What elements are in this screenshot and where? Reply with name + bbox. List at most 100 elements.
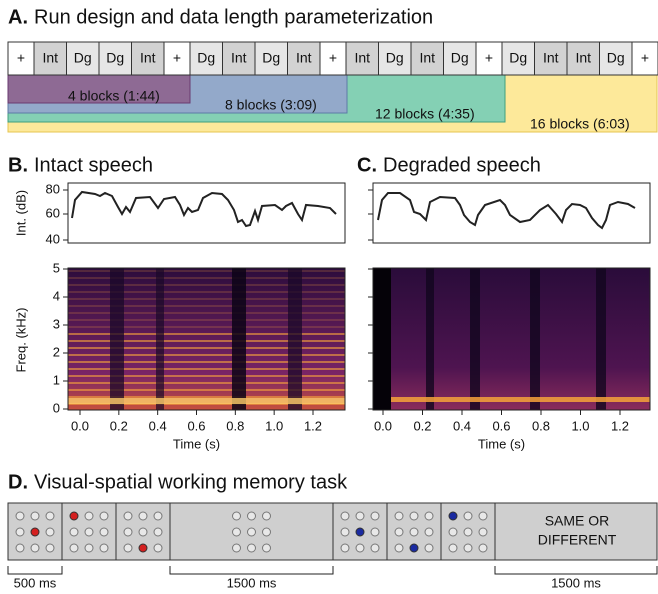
y-tick-label: 1 <box>53 372 60 387</box>
panel-label: C. <box>357 154 377 176</box>
figure: A. Run design and data length parameteri… <box>0 0 658 594</box>
grid-dot <box>479 544 487 552</box>
target-dot <box>139 544 147 552</box>
grid-dot <box>46 512 54 520</box>
grid-dot <box>46 528 54 536</box>
grid-dot <box>233 544 241 552</box>
y-tick-label: 2 <box>53 344 60 359</box>
panel-label: B. <box>8 154 28 176</box>
x-tick-label: 1.2 <box>611 418 629 433</box>
grid-dot <box>154 544 162 552</box>
block-label: + <box>641 50 649 66</box>
target-dot <box>410 544 418 552</box>
x-tick-label: 0.4 <box>453 418 471 433</box>
y-axis-label: Int. (dB) <box>13 190 28 236</box>
block-label: Dg <box>262 50 280 66</box>
x-tick-label: 0.6 <box>187 418 205 433</box>
span-label: 8 blocks (3:09) <box>225 97 317 113</box>
grid-dot <box>85 528 93 536</box>
duration-bracket <box>170 566 333 574</box>
grid-dot <box>139 528 147 536</box>
span-label: 16 blocks (6:03) <box>530 116 630 132</box>
y-axis-label: Freq. (kHz) <box>13 308 28 373</box>
grid-dot <box>371 544 379 552</box>
x-tick-label: 0.0 <box>71 418 89 433</box>
y-tick-label: 3 <box>53 316 60 331</box>
block-label: Dg <box>451 50 469 66</box>
panel-label: D. <box>8 471 28 493</box>
panel-title: Visual-spatial working memory task <box>34 471 348 493</box>
grid-dot <box>356 544 364 552</box>
span-label: 4 blocks (1:44) <box>68 88 160 104</box>
x-tick-label: 0.4 <box>149 418 167 433</box>
grid-dot <box>395 528 403 536</box>
block-label: + <box>173 50 181 66</box>
block-label: Int <box>140 50 156 66</box>
block-label: Int <box>42 50 58 66</box>
grid-dot <box>341 528 349 536</box>
response-prompt: SAME OR <box>545 513 610 529</box>
block-label: + <box>17 50 25 66</box>
y-tick-label: 40 <box>46 231 60 246</box>
grid-dot <box>70 544 78 552</box>
target-dot <box>449 512 457 520</box>
duration-label: 500 ms <box>14 575 57 590</box>
grid-dot <box>100 528 108 536</box>
grid-dot <box>139 512 147 520</box>
grid-dot <box>16 528 24 536</box>
grid-dot <box>395 512 403 520</box>
grid-dot <box>425 528 433 536</box>
intensity-curve <box>378 193 635 228</box>
block-label: Int <box>575 50 591 66</box>
grid-dot <box>449 544 457 552</box>
y-tick-label: 60 <box>46 205 60 220</box>
grid-dot <box>263 512 271 520</box>
duration-label: 1500 ms <box>227 575 277 590</box>
grid-dot <box>85 544 93 552</box>
x-tick-label: 1.0 <box>571 418 589 433</box>
x-tick-label: 0.8 <box>226 418 244 433</box>
grid-dot <box>124 544 132 552</box>
grid-dot <box>46 544 54 552</box>
x-tick-label: 0.8 <box>532 418 550 433</box>
grid-dot <box>233 512 241 520</box>
y-tick-label: 0 <box>53 400 60 415</box>
panel-title: Run design and data length parameterizat… <box>34 6 433 28</box>
spectrogram <box>68 268 345 410</box>
grid-dot <box>248 512 256 520</box>
x-tick-label: 0.0 <box>374 418 392 433</box>
target-dot <box>70 512 78 520</box>
duration-label: 1500 ms <box>551 575 601 590</box>
x-tick-label: 1.0 <box>265 418 283 433</box>
grid-dot <box>410 512 418 520</box>
block-label: Int <box>231 50 247 66</box>
grid-dot <box>425 512 433 520</box>
block-label: Int <box>296 50 312 66</box>
x-tick-label: 0.6 <box>492 418 510 433</box>
grid-dot <box>449 528 457 536</box>
target-dot <box>31 528 39 536</box>
block-label: Int <box>419 50 435 66</box>
block-label: Dg <box>607 50 625 66</box>
block-label: Int <box>543 50 559 66</box>
x-tick-label: 0.2 <box>413 418 431 433</box>
panel-title: Intact speech <box>34 154 153 176</box>
grid-dot <box>341 512 349 520</box>
grid-dot <box>100 512 108 520</box>
y-tick-label: 4 <box>53 288 60 303</box>
grid-dot <box>356 512 364 520</box>
intensity-curve <box>72 192 336 226</box>
spectrogram <box>373 268 650 410</box>
grid-dot <box>263 528 271 536</box>
duration-bracket <box>495 566 657 574</box>
grid-dot <box>154 512 162 520</box>
panel-title: Degraded speech <box>383 154 541 176</box>
x-axis-label: Time (s) <box>478 436 525 451</box>
grid-dot <box>464 544 472 552</box>
grid-dot <box>248 528 256 536</box>
panel-label: A. <box>8 6 28 28</box>
block-label: Dg <box>74 50 92 66</box>
response-prompt: DIFFERENT <box>538 532 617 548</box>
grid-dot <box>464 528 472 536</box>
grid-dot <box>16 512 24 520</box>
